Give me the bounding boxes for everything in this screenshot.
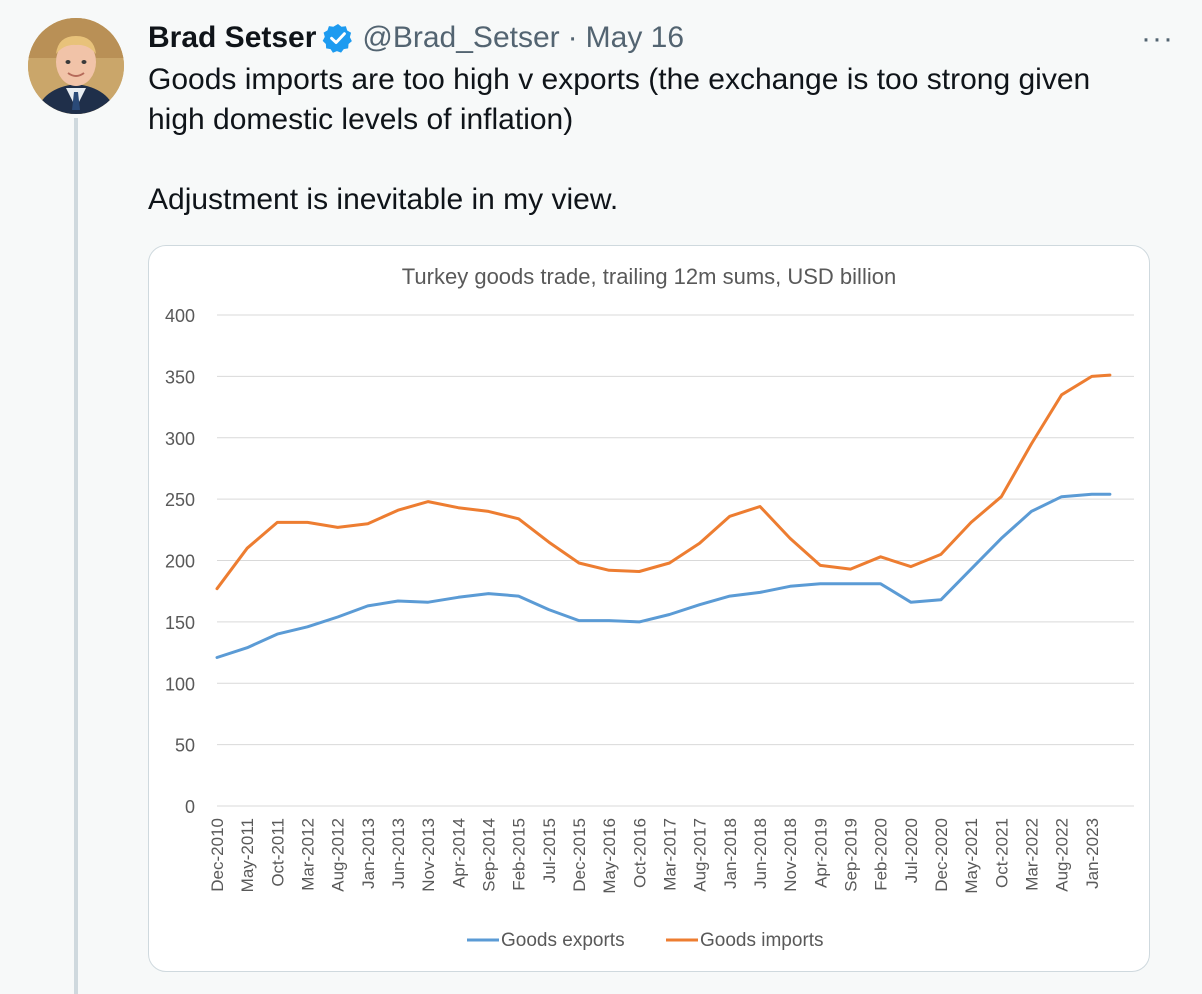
x-tick-label: Jan-2013 [359, 818, 378, 889]
x-tick-label: Jun-2018 [751, 818, 770, 889]
x-tick-label: Oct-2011 [268, 818, 287, 887]
x-tick-label: Jan-2023 [1083, 818, 1102, 889]
x-tick-label: Dec-2010 [208, 818, 227, 892]
y-tick-label: 300 [165, 429, 195, 449]
tweet-text-line: Adjustment is inevitable in my view. [148, 183, 619, 216]
x-tick-label: May-2016 [600, 818, 619, 894]
x-tick-label: Apr-2019 [811, 818, 830, 888]
y-tick-label: 0 [185, 797, 195, 817]
thread-line [74, 118, 78, 994]
x-tick-label: Feb-2020 [872, 818, 891, 891]
x-tick-label: Sep-2019 [841, 818, 860, 892]
x-tick-label: Aug-2017 [691, 818, 710, 892]
tweet-text-line: high domestic levels of inflation) [148, 103, 574, 136]
y-tick-label: 200 [165, 552, 195, 572]
x-tick-label: Dec-2020 [932, 818, 951, 892]
legend-imports-label: Goods imports [700, 930, 824, 951]
y-tick-label: 100 [165, 674, 195, 694]
x-tick-label: Mar-2022 [1022, 818, 1041, 891]
x-tick-label: Mar-2012 [298, 818, 317, 891]
series-line-imports [215, 373, 1112, 591]
series-line-exports [215, 492, 1112, 659]
avatar-image [28, 18, 124, 114]
y-tick-label: 400 [165, 306, 195, 326]
x-tick-label: Sep-2014 [479, 818, 498, 892]
x-tick-label: Oct-2021 [992, 818, 1011, 888]
tweet-header: Brad Setser @Brad_Setser · May 16 [148, 18, 1142, 58]
x-tick-label: Nov-2013 [419, 818, 438, 892]
x-tick-label: Aug-2022 [1053, 818, 1072, 892]
legend-exports-label: Goods exports [501, 930, 625, 951]
x-tick-label: Jun-2013 [389, 818, 408, 889]
header-separator: · [567, 21, 578, 54]
tweet-text-line: Goods imports are too high v exports (th… [148, 63, 1091, 96]
x-tick-label: Nov-2018 [781, 818, 800, 892]
tweet-text: Goods imports are too high v exports (th… [148, 60, 1158, 220]
x-tick-label: Apr-2014 [449, 818, 468, 888]
chart-card[interactable]: Turkey goods trade, trailing 12m sums, U… [148, 245, 1150, 972]
x-tick-label: Mar-2017 [660, 818, 679, 891]
x-tick-label: Dec-2015 [570, 818, 589, 892]
y-tick-label: 150 [165, 613, 195, 633]
more-options-icon[interactable]: ··· [1141, 22, 1174, 55]
verified-badge-icon [322, 22, 354, 54]
x-tick-label: May-2021 [962, 818, 981, 894]
x-tick-label: Jul-2015 [540, 818, 559, 883]
y-tick-label: 250 [165, 490, 195, 510]
y-tick-label: 350 [165, 367, 195, 387]
tweet-date[interactable]: May 16 [585, 21, 685, 54]
y-tick-label: 50 [175, 736, 195, 756]
x-tick-label: Jul-2020 [902, 818, 921, 883]
author-name[interactable]: Brad Setser [148, 21, 317, 54]
line-chart: Turkey goods trade, trailing 12m sums, U… [165, 264, 1134, 951]
x-tick-label: Feb-2015 [510, 818, 529, 891]
avatar[interactable] [28, 18, 124, 114]
x-tick-label: Oct-2016 [630, 818, 649, 888]
x-tick-label: Jan-2018 [721, 818, 740, 889]
x-tick-label: May-2011 [238, 818, 257, 892]
x-tick-label: Aug-2012 [329, 818, 348, 892]
author-handle[interactable]: @Brad_Setser [362, 21, 560, 54]
chart-title: Turkey goods trade, trailing 12m sums, U… [402, 264, 896, 289]
